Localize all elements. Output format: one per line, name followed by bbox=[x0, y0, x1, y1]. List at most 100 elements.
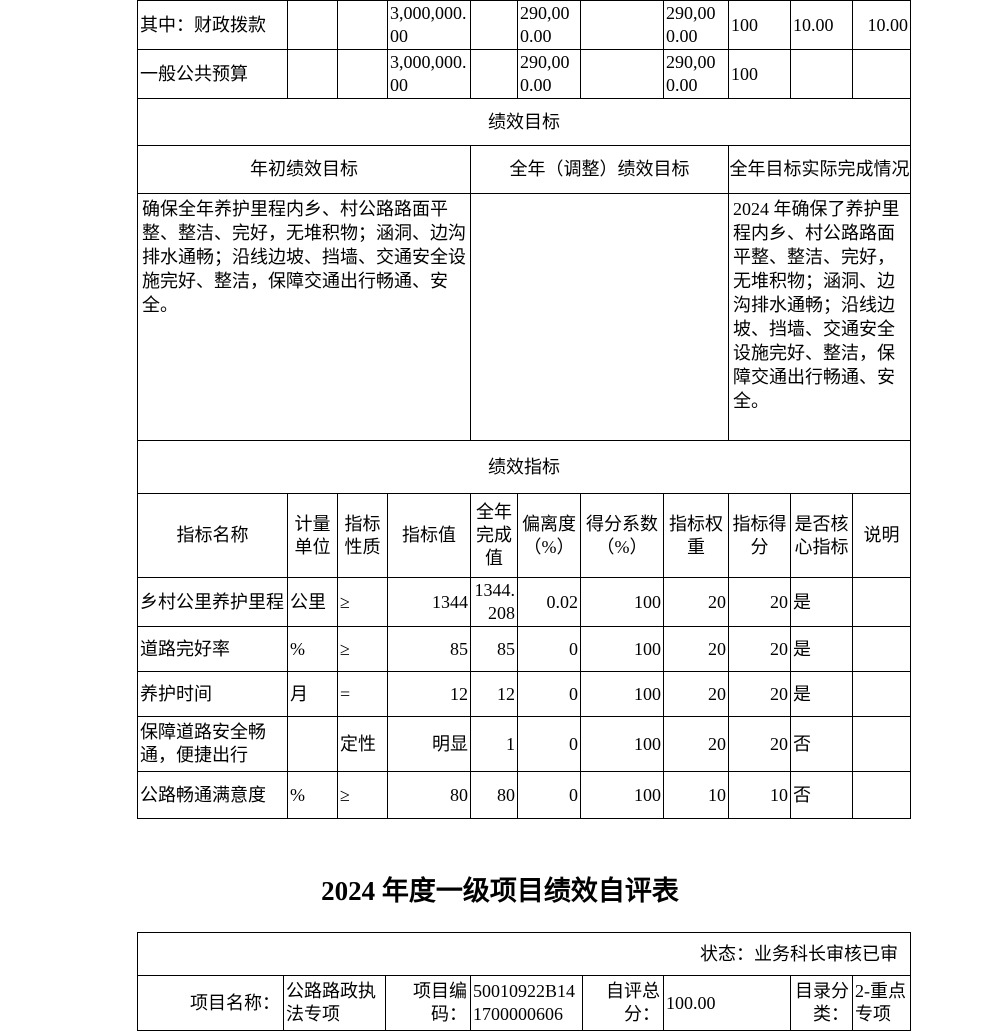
exec-amount-cell: 290,000.00 bbox=[663, 0, 729, 50]
coefficient-cell: 100 bbox=[580, 577, 664, 627]
project-code-label: 项目编码： bbox=[385, 975, 471, 1031]
indicator-row: 乡村公里养护里程 公里 ≥ 1344 1344.208 0.02 100 20 … bbox=[137, 577, 911, 627]
rate-cell: 100 bbox=[728, 0, 791, 50]
nature-cell: ≥ bbox=[337, 577, 388, 627]
note-cell bbox=[852, 671, 911, 717]
indicator-name-cell: 乡村公里养护里程 bbox=[137, 577, 288, 627]
col-header-coefficient: 得分系数（%） bbox=[580, 493, 664, 578]
indicator-name-cell: 保障道路安全畅通，便捷出行 bbox=[137, 716, 288, 772]
core-cell: 是 bbox=[790, 671, 853, 717]
core-cell: 是 bbox=[790, 577, 853, 627]
indicators-section-title: 绩效指标 bbox=[137, 440, 911, 494]
col-header-note: 说明 bbox=[852, 493, 911, 578]
core-cell: 否 bbox=[790, 771, 853, 819]
nature-cell: 定性 bbox=[337, 716, 388, 772]
table-cell bbox=[287, 0, 338, 50]
deviation-cell: 0 bbox=[517, 671, 581, 717]
col-header-weight: 指标权重 bbox=[663, 493, 729, 578]
budget-performance-table: 其中：财政拨款 3,000,000.00 290,000.00 290,000.… bbox=[137, 0, 911, 819]
table-cell bbox=[337, 0, 388, 50]
indicator-row: 道路完好率 % ≥ 85 85 0 100 20 20 是 bbox=[137, 626, 911, 672]
project-name-value: 公路路政执法专项 bbox=[283, 975, 386, 1031]
core-cell: 是 bbox=[790, 626, 853, 672]
completed-cell: 12 bbox=[470, 671, 518, 717]
goal-adjusted-text bbox=[470, 193, 729, 441]
target-cell: 12 bbox=[387, 671, 471, 717]
completed-cell: 80 bbox=[470, 771, 518, 819]
funding-label-cell: 一般公共预算 bbox=[137, 49, 288, 99]
unit-cell: % bbox=[287, 626, 338, 672]
note-cell bbox=[852, 716, 911, 772]
coefficient-cell: 100 bbox=[580, 671, 664, 717]
funding-row-fiscal: 其中：财政拨款 3,000,000.00 290,000.00 290,000.… bbox=[137, 0, 911, 50]
indicator-row: 养护时间 月 = 12 12 0 100 20 20 是 bbox=[137, 671, 911, 717]
exec-amount-cell: 290,000.00 bbox=[517, 49, 581, 99]
deviation-cell: 0 bbox=[517, 771, 581, 819]
goals-header-initial: 年初绩效目标 bbox=[137, 145, 471, 194]
target-cell: 明显 bbox=[387, 716, 471, 772]
table-cell bbox=[470, 0, 518, 50]
goals-header-adjusted: 全年（调整）绩效目标 bbox=[470, 145, 729, 194]
col-header-nature: 指标性质 bbox=[337, 493, 388, 578]
indicator-name-cell: 养护时间 bbox=[137, 671, 288, 717]
exec-amount-cell: 290,000.00 bbox=[517, 0, 581, 50]
goal-initial-text: 确保全年养护里程内乡、村公路路面平整、整洁、完好，无堆积物；涵洞、边沟排水通畅；… bbox=[137, 193, 471, 441]
self-score-value: 100.00 bbox=[663, 975, 791, 1031]
coefficient-cell: 100 bbox=[580, 716, 664, 772]
table-cell bbox=[287, 49, 338, 99]
note-cell bbox=[852, 577, 911, 627]
col-header-target: 指标值 bbox=[387, 493, 471, 578]
weight-cell: 20 bbox=[663, 626, 729, 672]
coefficient-cell: 100 bbox=[580, 626, 664, 672]
nature-cell: ≥ bbox=[337, 626, 388, 672]
table-cell bbox=[580, 49, 664, 99]
col-header-unit: 计量单位 bbox=[287, 493, 338, 578]
target-cell: 1344 bbox=[387, 577, 471, 627]
score-cell: 10 bbox=[728, 771, 791, 819]
score-cell: 20 bbox=[728, 577, 791, 627]
col-header-name: 指标名称 bbox=[137, 493, 288, 578]
completed-cell: 1344.208 bbox=[470, 577, 518, 627]
funding-row-public-budget: 一般公共预算 3,000,000.00 290,000.00 290,000.0… bbox=[137, 49, 911, 99]
nature-cell: = bbox=[337, 671, 388, 717]
table-cell bbox=[337, 49, 388, 99]
project-name-label: 项目名称： bbox=[137, 975, 284, 1031]
exec-amount-cell: 290,000.00 bbox=[663, 49, 729, 99]
note-cell bbox=[852, 626, 911, 672]
col-header-completed: 全年完成值 bbox=[470, 493, 518, 578]
col-header-score: 指标得分 bbox=[728, 493, 791, 578]
rate-cell: 100 bbox=[728, 49, 791, 99]
col-header-core: 是否核心指标 bbox=[790, 493, 853, 578]
indicator-row: 公路畅通满意度 % ≥ 80 80 0 100 10 10 否 bbox=[137, 771, 911, 819]
catalog-value: 2-重点专项 bbox=[852, 975, 911, 1031]
project-self-evaluation-table: 状态：业务科长审核已审 项目名称： 公路路政执法专项 项目编码： 5001092… bbox=[137, 932, 911, 1031]
goals-header-actual: 全年目标实际完成情况 bbox=[728, 145, 911, 194]
target-cell: 80 bbox=[387, 771, 471, 819]
goals-section-title: 绩效目标 bbox=[137, 98, 911, 146]
project-code-value: 50010922B141700000606 bbox=[470, 975, 583, 1031]
completed-cell: 85 bbox=[470, 626, 518, 672]
coefficient-cell: 100 bbox=[580, 771, 664, 819]
deviation-cell: 0 bbox=[517, 716, 581, 772]
score-cell: 10.00 bbox=[852, 0, 911, 50]
score-cell bbox=[852, 49, 911, 99]
indicators-section-row: 绩效指标 bbox=[137, 440, 911, 494]
deviation-cell: 0 bbox=[517, 626, 581, 672]
target-cell: 85 bbox=[387, 626, 471, 672]
weight-cell: 10.00 bbox=[790, 0, 853, 50]
weight-cell: 20 bbox=[663, 671, 729, 717]
status-row: 状态：业务科长审核已审 bbox=[137, 932, 911, 976]
budget-amount-cell: 3,000,000.00 bbox=[387, 0, 471, 50]
goals-section-row: 绩效目标 bbox=[137, 98, 911, 146]
note-cell bbox=[852, 771, 911, 819]
indicators-header-row: 指标名称 计量单位 指标性质 指标值 全年完成值 偏离度（%） 得分系数（%） … bbox=[137, 493, 911, 578]
indicator-name-cell: 道路完好率 bbox=[137, 626, 288, 672]
weight-cell bbox=[790, 49, 853, 99]
weight-cell: 10 bbox=[663, 771, 729, 819]
unit-cell bbox=[287, 716, 338, 772]
weight-cell: 20 bbox=[663, 577, 729, 627]
goals-body-row: 确保全年养护里程内乡、村公路路面平整、整洁、完好，无堆积物；涵洞、边沟排水通畅；… bbox=[137, 193, 911, 441]
indicator-row: 保障道路安全畅通，便捷出行 定性 明显 1 0 100 20 20 否 bbox=[137, 716, 911, 772]
page-title: 2024 年度一级项目绩效自评表 bbox=[321, 876, 679, 906]
score-cell: 20 bbox=[728, 716, 791, 772]
